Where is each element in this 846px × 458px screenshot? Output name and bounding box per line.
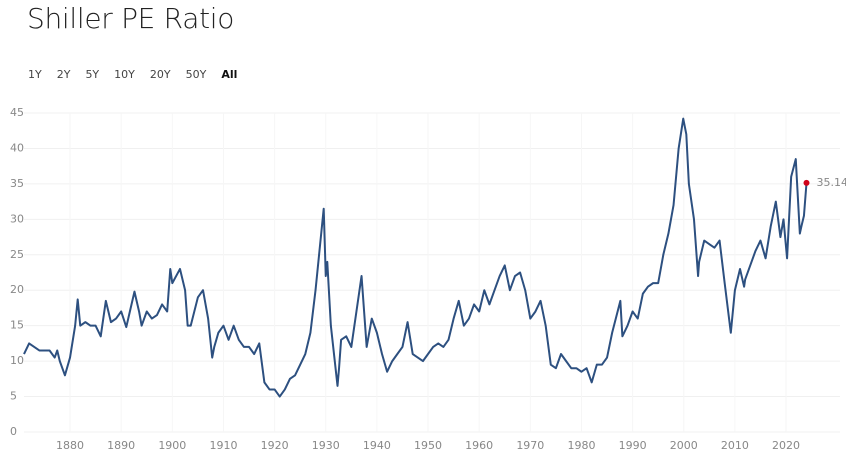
y-tick-label: 45: [10, 106, 24, 119]
x-tick-label: 1970: [516, 439, 544, 452]
last-point: [803, 179, 810, 186]
range-button[interactable]: 10Y: [114, 68, 135, 81]
x-tick-label: 2000: [670, 439, 698, 452]
x-tick-label: 1920: [261, 439, 289, 452]
range-button[interactable]: 1Y: [28, 68, 42, 81]
range-button[interactable]: 20Y: [149, 68, 171, 81]
chart-title: Shiller PE Ratio: [27, 2, 235, 35]
y-tick-label: 20: [10, 283, 24, 296]
x-tick-label: 2020: [772, 439, 800, 452]
y-tick-label: 40: [10, 141, 24, 154]
x-tick-label: 1990: [619, 439, 647, 452]
y-tick-label: 25: [10, 248, 24, 261]
range-selector: 1Y 2Y 5Y 10Y 20Y 50Y All: [28, 68, 252, 81]
y-tick-label: 35: [10, 177, 24, 190]
x-tick-label: 1910: [209, 439, 237, 452]
last-value-label: 35.14: [817, 176, 846, 189]
y-tick-label: 10: [10, 354, 24, 367]
x-tick-label: 2010: [721, 439, 749, 452]
y-tick-label: 15: [10, 319, 24, 332]
line-series: [23, 117, 808, 398]
x-tick-label: 1900: [158, 439, 186, 452]
x-tick-label: 1940: [363, 439, 391, 452]
range-button[interactable]: All: [221, 68, 238, 81]
range-button[interactable]: 50Y: [185, 68, 207, 81]
y-tick-label: 5: [10, 390, 17, 403]
x-tick-label: 1890: [107, 439, 135, 452]
range-button[interactable]: 5Y: [85, 68, 100, 81]
x-tick-label: 1880: [56, 439, 84, 452]
x-tick-label: 1930: [312, 439, 340, 452]
x-tick-label: 1950: [414, 439, 442, 452]
y-tick-label: 30: [10, 212, 24, 225]
x-tick-label: 1960: [465, 439, 493, 452]
range-button[interactable]: 2Y: [56, 68, 71, 81]
y-tick-label: 0: [10, 425, 17, 438]
x-tick-label: 1980: [567, 439, 595, 452]
